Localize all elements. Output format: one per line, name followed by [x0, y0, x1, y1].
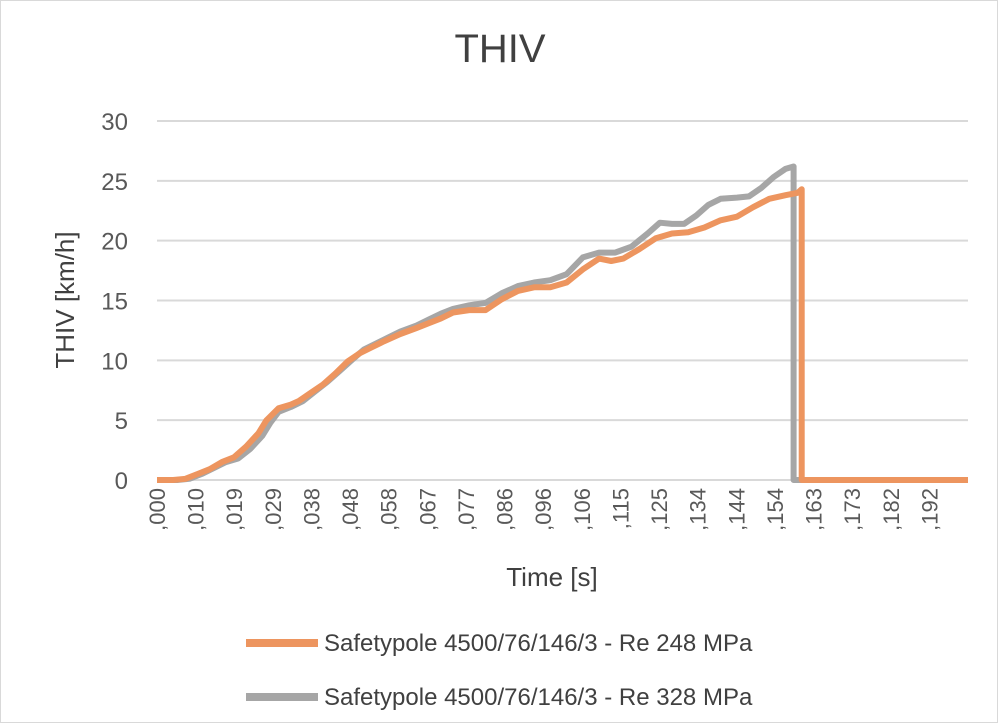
x-tick-label: ,096 [531, 488, 556, 531]
series-line-2 [157, 163, 968, 483]
y-tick-label: 30 [101, 109, 128, 136]
x-axis-title: Time [s] [506, 562, 597, 592]
x-tick-label: ,019 [222, 488, 247, 531]
x-tick-label: ,077 [454, 488, 479, 531]
series-lines [157, 163, 968, 483]
x-tick-label: ,163 [802, 488, 827, 531]
gridlines [157, 120, 968, 481]
x-axis-ticks: ,000 ,010 ,019 ,029 ,038 ,048 ,058 ,067 ,077 ,086… [145, 488, 942, 531]
x-tick-label: ,086 [493, 488, 518, 531]
x-tick-label: ,038 [299, 488, 324, 531]
x-tick-label: ,067 [415, 488, 440, 531]
legend-label: Safetypole 4500/76/146/3 - Re 328 MPa [324, 684, 753, 711]
y-tick-label: 20 [101, 229, 128, 256]
x-tick-label: ,058 [377, 488, 402, 531]
x-tick-label: ,192 [917, 488, 942, 531]
x-tick-label: ,115 [608, 488, 633, 529]
x-tick-label: ,125 [647, 488, 672, 531]
y-tick-label: 0 [115, 468, 128, 495]
x-tick-label: ,029 [261, 488, 286, 531]
series-line-1 [157, 186, 968, 483]
x-tick-label: ,106 [570, 488, 595, 531]
x-tick-label: ,173 [840, 488, 865, 531]
y-axis-ticks: 0 5 10 15 20 25 30 [101, 109, 128, 495]
y-tick-label: 10 [101, 348, 128, 375]
x-tick-label: ,144 [724, 488, 749, 531]
y-tick-label: 15 [101, 289, 128, 316]
y-tick-label: 25 [101, 169, 128, 196]
x-tick-label: ,000 [145, 488, 170, 531]
legend: Safetypole 4500/76/146/3 - Re 248 MPa Saf… [246, 630, 753, 711]
x-tick-label: ,048 [338, 488, 363, 531]
x-tick-label: ,010 [184, 488, 209, 531]
legend-label: Safetypole 4500/76/146/3 - Re 248 MPa [324, 630, 753, 657]
x-tick-label: ,182 [879, 488, 904, 531]
y-tick-label: 5 [115, 408, 128, 435]
y-axis-title: THIV [km/h] [50, 231, 80, 368]
x-tick-label: ,154 [763, 488, 788, 531]
chart-title: THIV [454, 27, 545, 71]
x-tick-label: ,134 [686, 488, 711, 531]
